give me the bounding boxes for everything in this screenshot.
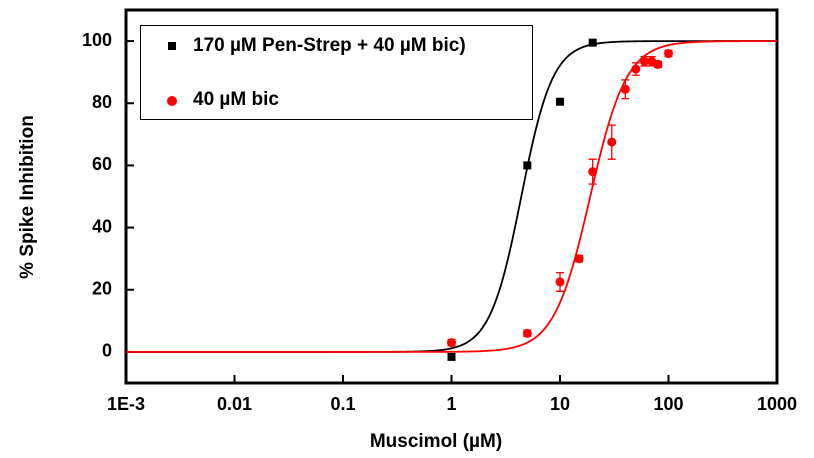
data-point (664, 49, 673, 59)
x-tick-label: 1000 (757, 394, 797, 414)
x-tick-label: 1E-3 (107, 394, 145, 414)
data-point (639, 56, 649, 66)
legend-marker (168, 42, 176, 50)
y-tick-label: 40 (92, 216, 112, 236)
data-point (607, 137, 617, 147)
legend-entry: 40 µM bic (151, 86, 483, 114)
fit-curve (126, 40, 777, 353)
data-point (620, 84, 630, 94)
legend-label: 40 µM bic (193, 89, 279, 110)
data-point (556, 97, 564, 106)
legend-entry: 170 µM Pen-Strep + 40 µM bic) (151, 32, 483, 60)
data-point (631, 64, 641, 74)
y-tick-label: 80 (92, 92, 112, 112)
y-tick-label: 60 (92, 154, 112, 174)
legend-symbol (151, 86, 193, 114)
data-point (653, 59, 663, 69)
x-tick-label: 0.01 (217, 394, 252, 414)
y-tick-label: 100 (82, 30, 112, 50)
x-axis-label: Muscimol (µM) (370, 431, 502, 452)
data-point (447, 338, 456, 348)
data-point (588, 38, 597, 47)
data-point (574, 254, 584, 264)
data-point (523, 161, 532, 170)
x-tick-label: 10 (550, 394, 570, 414)
x-tick-label: 100 (653, 394, 683, 414)
y-tick-label: 20 (92, 279, 112, 299)
x-tick-label: 0.1 (330, 394, 355, 414)
legend-symbol (151, 32, 193, 60)
x-tick-label: 1 (446, 394, 456, 414)
data-point (522, 328, 532, 338)
legend-marker (167, 96, 177, 106)
legend-label: 170 µM Pen-Strep + 40 µM bic) (193, 35, 466, 56)
y-tick-label: 0 (102, 341, 112, 361)
data-point (588, 167, 598, 177)
data-point (555, 277, 565, 287)
legend: 170 µM Pen-Strep + 40 µM bic) 40 µM bic (140, 25, 533, 120)
data-point (447, 352, 456, 361)
y-axis-label: % Spike Inhibition (17, 115, 38, 279)
